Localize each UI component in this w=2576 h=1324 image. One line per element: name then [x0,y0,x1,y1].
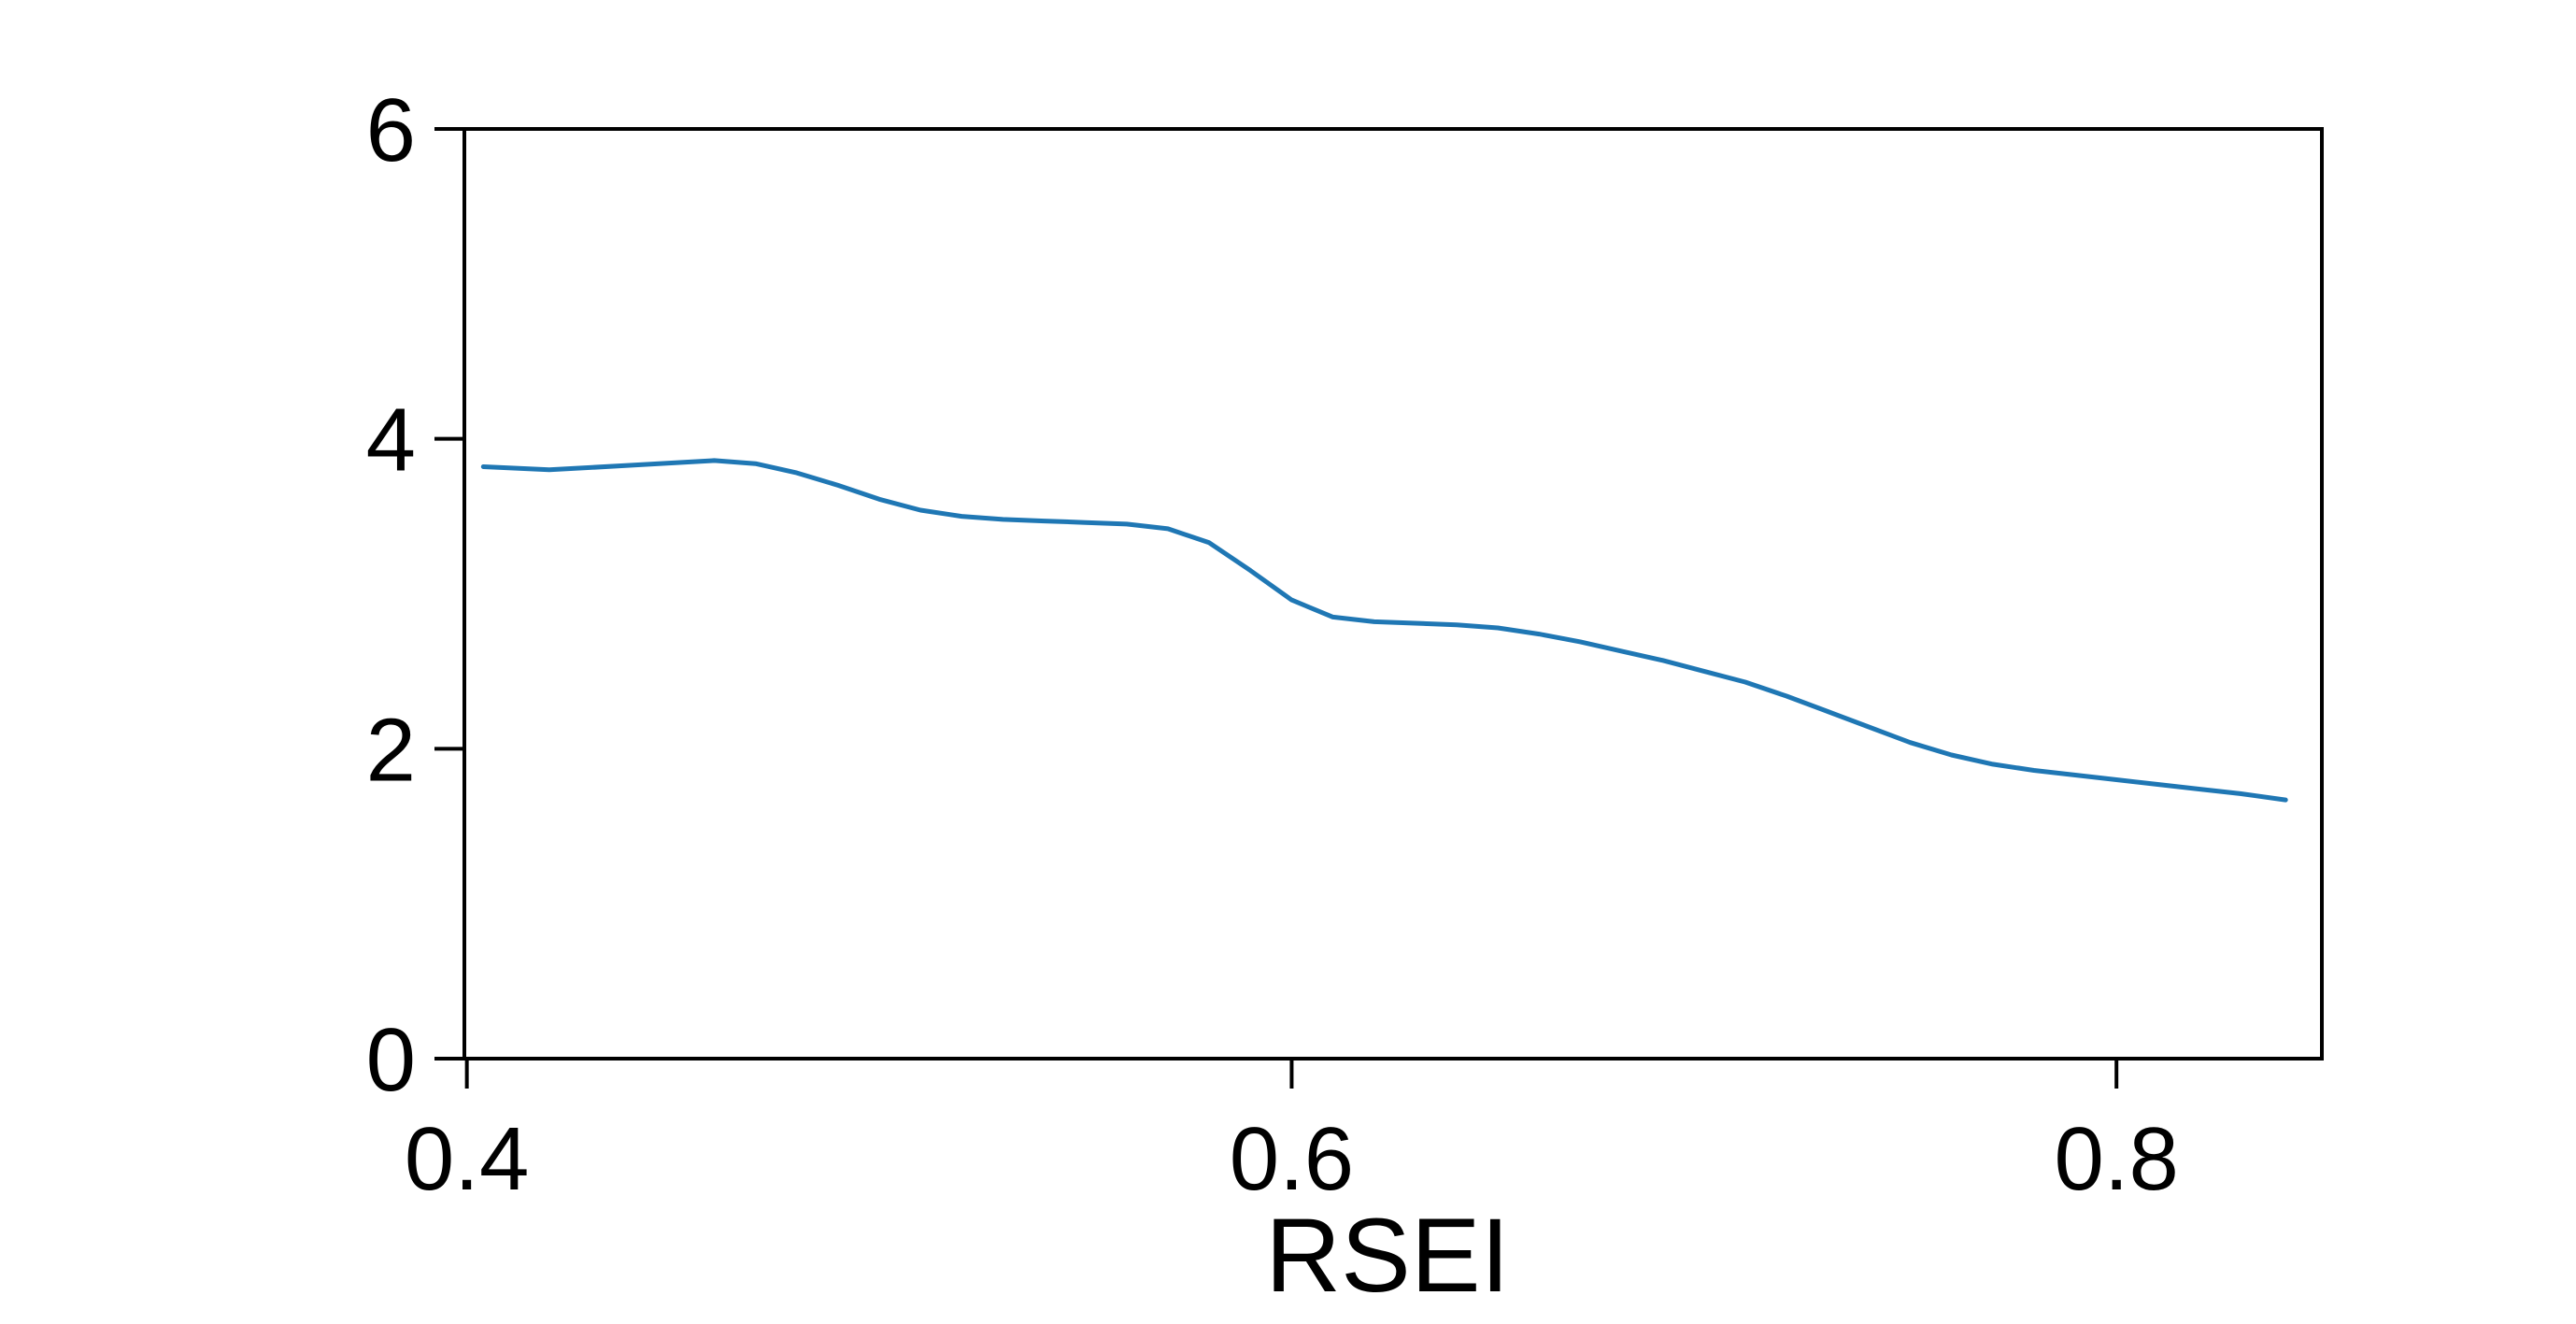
y-axis-ticks: 0 2 4 6 [366,80,464,1110]
series-line [480,458,2288,803]
y-tick-label: 2 [366,700,416,800]
x-tick-label: 0.8 [2054,1109,2178,1209]
plot-frame [463,127,2324,1061]
x-axis-label: RSEI [1265,1197,1509,1314]
y-tick-label: 0 [366,1010,416,1110]
x-tick-label: 0.6 [1230,1109,1354,1209]
y-tick-label: 4 [366,391,416,491]
y-tick-label: 6 [366,80,416,180]
x-axis-ticks: 0.4 0.6 0.8 [405,1059,2179,1209]
x-tick-label: 0.4 [405,1109,529,1209]
